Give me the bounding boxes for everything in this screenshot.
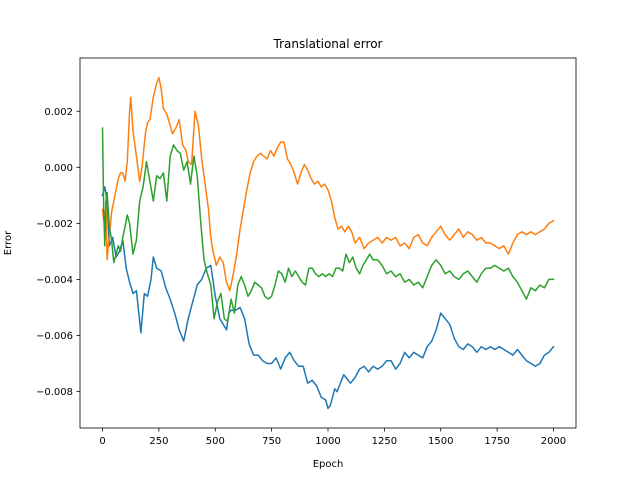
y-tick-label: −0.006 (36, 331, 73, 342)
series-line-2 (101, 76, 555, 292)
chart-title: Translational error (273, 37, 383, 51)
x-axis: 0 250 500 750 1000 1250 1500 1750 2000 (99, 428, 566, 447)
y-axis-label: Error (3, 230, 14, 255)
y-tick-label: −0.002 (36, 219, 73, 230)
x-tick-label: 1000 (315, 436, 340, 447)
series-line-3 (101, 127, 555, 323)
x-tick-label: 500 (206, 436, 225, 447)
x-tick-label: 250 (149, 436, 168, 447)
x-tick-label: 1250 (372, 436, 397, 447)
series-layer (101, 76, 555, 410)
x-axis-label: Epoch (313, 459, 344, 470)
y-axis: −0.008 −0.006 −0.004 −0.002 0.000 0.002 (36, 107, 80, 398)
plot-frame (79, 57, 577, 429)
x-tick-label: 0 (99, 436, 105, 447)
y-tick-label: 0.002 (44, 107, 73, 118)
x-tick-label: 750 (262, 436, 281, 447)
y-tick-label: −0.004 (36, 275, 73, 286)
y-tick-label: −0.008 (36, 387, 73, 398)
y-tick-label: 0.000 (44, 163, 73, 174)
series-line-1 (101, 186, 555, 410)
x-tick-label: 2000 (541, 436, 566, 447)
x-tick-label: 1500 (428, 436, 453, 447)
x-tick-label: 1750 (484, 436, 509, 447)
